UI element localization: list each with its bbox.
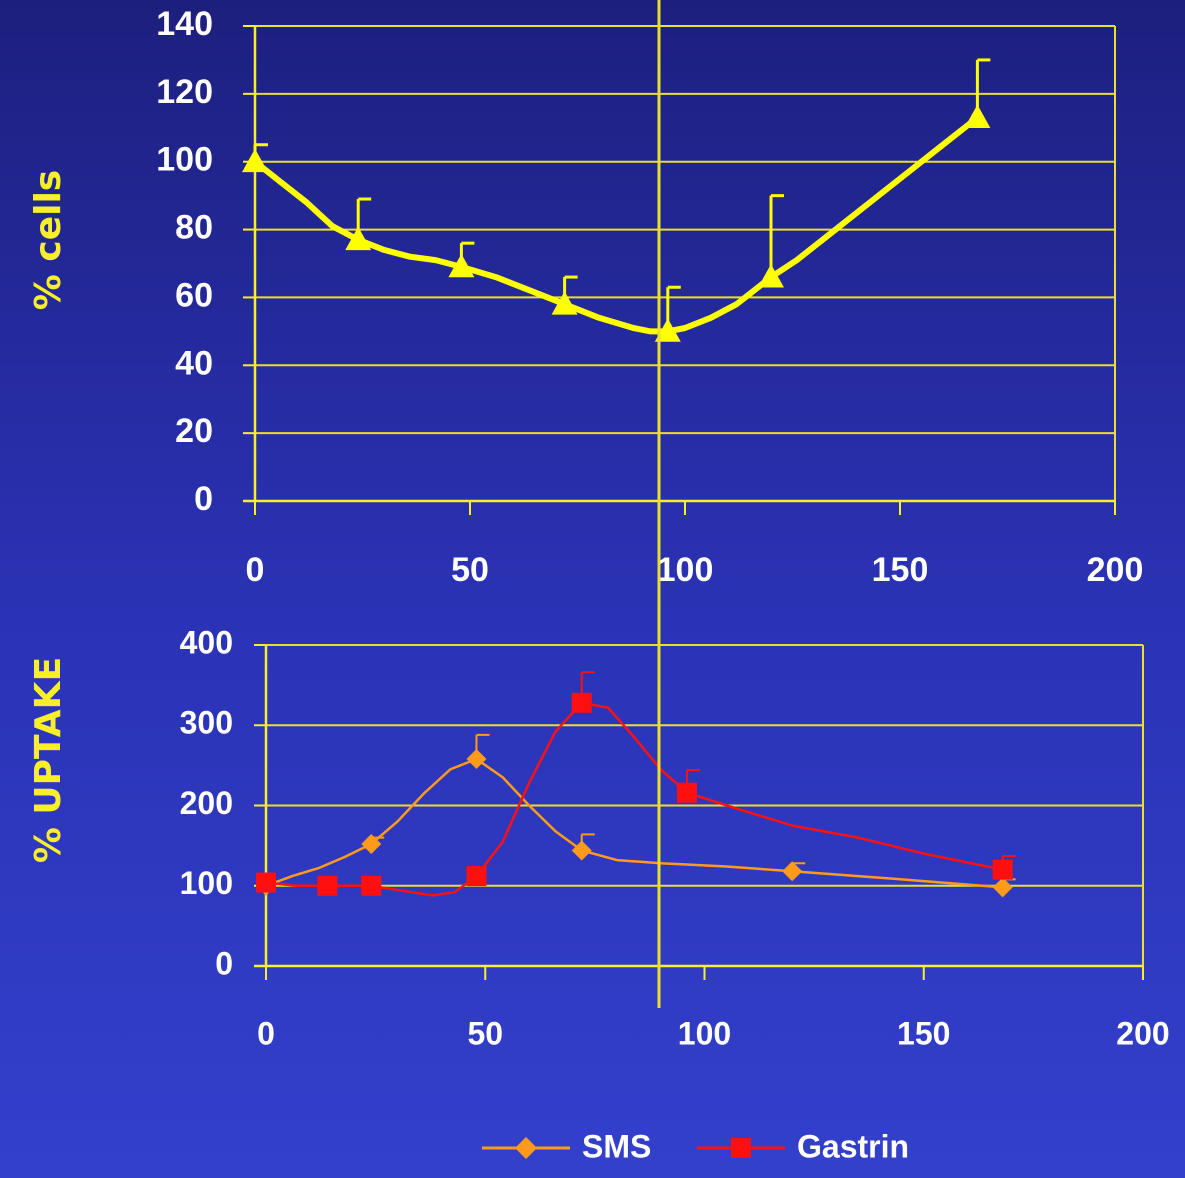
cells-x-tick-label-150: 150 <box>872 551 929 589</box>
gastrin-point-72 <box>571 692 592 713</box>
gastrin-series-line <box>264 701 1004 897</box>
sms-point-48 <box>466 748 487 769</box>
cells-point-96 <box>654 318 681 342</box>
legend-sms-label: SMS <box>582 1128 651 1164</box>
cells-point-72 <box>551 291 578 315</box>
sms-point-24 <box>361 834 382 855</box>
gastrin-point-24 <box>361 875 382 896</box>
legend-gastrin-marker <box>731 1138 751 1158</box>
gastrin-point-168 <box>992 859 1013 880</box>
uptake-x-tick-label-0: 0 <box>257 1015 275 1051</box>
uptake-chart: 0 100 200 300 400 0 50 100 150 200 <box>180 624 1170 1051</box>
cells-y-tick-label-140: 140 <box>156 5 213 43</box>
gastrin-point-96 <box>676 782 697 803</box>
gastrin-point-48 <box>466 866 487 887</box>
uptake-y-tick-label-0: 0 <box>215 945 233 981</box>
uptake-y-tick-label-300: 300 <box>180 705 233 741</box>
uptake-x-tick-label-200: 200 <box>1116 1015 1169 1051</box>
cells-x-tick-label-200: 200 <box>1087 551 1144 589</box>
uptake-x-tick-label-50: 50 <box>467 1015 503 1051</box>
uptake-x-tick-label-100: 100 <box>678 1015 731 1051</box>
cells-x-tick-label-0: 0 <box>246 551 265 589</box>
cells-series-line <box>252 114 981 335</box>
cells-point-168 <box>964 104 991 129</box>
sms-point-168 <box>992 877 1013 898</box>
cells-point-120 <box>758 264 784 288</box>
sms-point-72 <box>571 840 592 861</box>
gastrin-point-14 <box>317 875 338 896</box>
cells-y-axis-label: % cells <box>28 170 69 310</box>
cells-y-tick-label-80: 80 <box>175 209 213 247</box>
sms-point-120 <box>782 861 803 882</box>
legend: SMS Gastrin <box>482 1128 909 1164</box>
cells-y-tick-label-0: 0 <box>194 480 213 518</box>
uptake-y-axis-label: % UPTAKE <box>28 657 69 863</box>
sms-series-line <box>264 757 1004 889</box>
cells-point-24 <box>345 226 372 251</box>
cells-y-tick-label-120: 120 <box>156 73 213 111</box>
cells-point-0 <box>242 148 268 173</box>
cells-y-tick-label-20: 20 <box>175 412 213 450</box>
uptake-y-tick-label-100: 100 <box>180 865 233 901</box>
cells-x-tick-label-100: 100 <box>657 551 714 589</box>
gastrin-point-0 <box>256 872 276 893</box>
uptake-y-tick-label-400: 400 <box>180 624 233 660</box>
cells-y-tick-label-40: 40 <box>175 344 213 382</box>
cells-y-tick-label-60: 60 <box>175 276 213 314</box>
uptake-x-tick-label-150: 150 <box>897 1015 950 1051</box>
cells-chart: 0 20 40 60 80 100 120 140 0 50 100 150 200 <box>156 5 1143 589</box>
legend-gastrin-label: Gastrin <box>797 1128 909 1164</box>
uptake-y-tick-label-200: 200 <box>180 785 233 821</box>
legend-sms-marker <box>515 1137 537 1159</box>
cells-point-48 <box>448 253 475 278</box>
cells-y-tick-label-100: 100 <box>156 141 213 179</box>
cells-x-tick-label-50: 50 <box>451 551 489 589</box>
